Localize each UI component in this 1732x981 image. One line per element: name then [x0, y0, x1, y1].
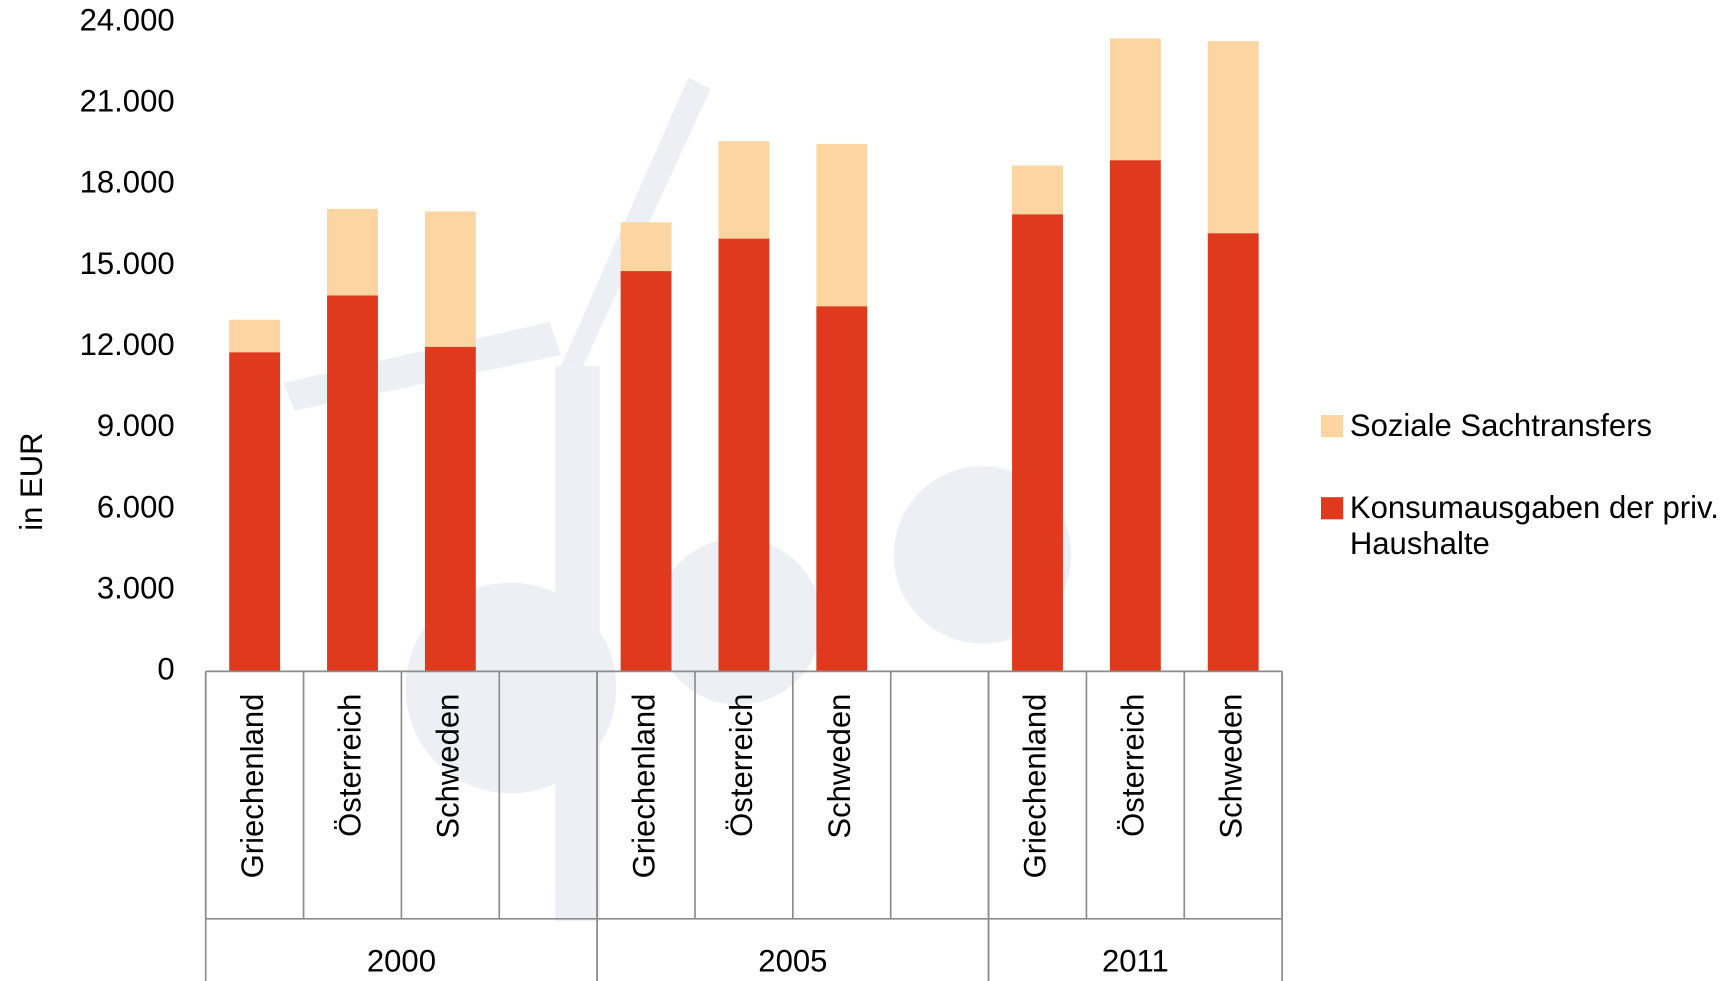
bar-segment	[229, 352, 281, 672]
x-tick-label: Schweden	[431, 694, 466, 839]
legend-item: Konsumausgaben der priv. Haushalte	[1320, 490, 1732, 562]
x-tick-label: Griechenland	[235, 694, 270, 879]
bar-segment	[424, 346, 476, 672]
y-tick-label: 3.000	[97, 570, 175, 605]
legend-box: Soziale Sachtransfers Konsumausgaben der …	[1320, 408, 1732, 562]
legend-swatch	[1320, 415, 1344, 438]
bar-segment	[816, 306, 868, 672]
bar-segment	[816, 143, 868, 307]
group-label: 2011	[1102, 943, 1169, 978]
bar-segment	[327, 295, 378, 672]
bar-segment	[327, 208, 378, 296]
x-tick-label: Österreich	[333, 694, 368, 837]
legend-label: Soziale Sachtransfers	[1349, 408, 1653, 443]
x-tick-label: Schweden	[822, 694, 857, 839]
bar-segment	[1109, 38, 1161, 161]
x-tick-label: Österreich	[724, 694, 759, 837]
x-tick-label: Österreich	[1116, 694, 1151, 837]
bar-segment	[718, 141, 770, 239]
bar-segment	[1012, 214, 1063, 672]
x-tick-label: Griechenland	[1018, 694, 1053, 879]
y-tick-label: 9.000	[97, 408, 175, 443]
y-tick-label: 12.000	[80, 327, 175, 362]
y-tick-label: 6.000	[97, 489, 175, 524]
x-tick-label: Griechenland	[626, 694, 661, 879]
y-tick-label: 24.000	[80, 2, 175, 37]
x-tick-label: Schweden	[1213, 694, 1248, 839]
y-tick-label: 18.000	[80, 165, 175, 200]
legend-item: Soziale Sachtransfers	[1320, 408, 1732, 444]
bar-segment	[620, 222, 672, 272]
bar-segment	[1207, 233, 1259, 672]
y-axis-label: in EUR	[14, 432, 49, 530]
group-label: 2005	[758, 943, 827, 978]
bar-segment	[1012, 165, 1063, 215]
bar-segment	[718, 238, 770, 672]
y-tick-label: 15.000	[80, 246, 175, 281]
y-tick-label: 21.000	[80, 84, 175, 119]
legend-label: Konsumausgaben der priv. Haushalte	[1349, 490, 1719, 561]
bar-segment	[1109, 160, 1161, 672]
bar-segment	[620, 271, 672, 672]
legend-swatch	[1320, 497, 1344, 520]
group-label: 2000	[367, 943, 436, 978]
y-tick-label: 0	[157, 652, 174, 687]
bar-segment	[424, 211, 476, 347]
bar-segment	[1207, 41, 1259, 234]
bar-segment	[229, 319, 281, 353]
legend: Soziale Sachtransfers Konsumausgaben der …	[1320, 408, 1732, 562]
